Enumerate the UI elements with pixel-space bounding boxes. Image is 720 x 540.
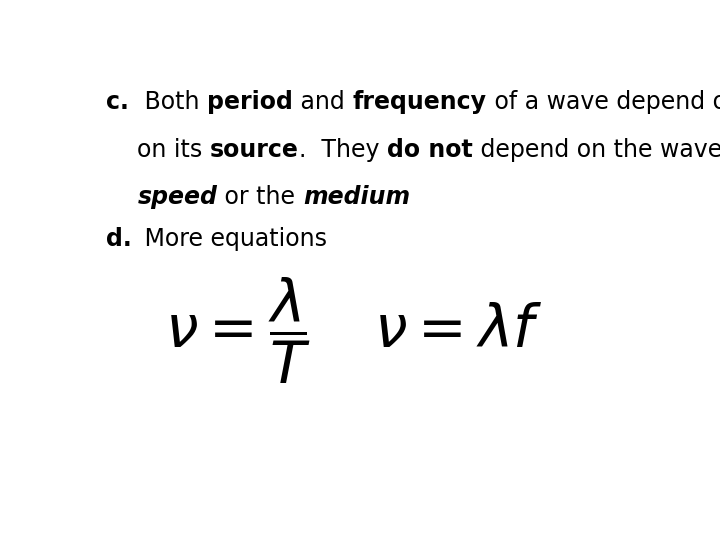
Text: Both: Both — [138, 90, 207, 114]
Text: on its: on its — [138, 138, 210, 161]
Text: frequency: frequency — [353, 90, 487, 114]
Text: and: and — [293, 90, 353, 114]
Text: $\nu = \lambda f$: $\nu = \lambda f$ — [374, 302, 543, 360]
Text: d.: d. — [106, 227, 131, 251]
Text: or the: or the — [217, 185, 303, 210]
Text: depend on the waves: depend on the waves — [473, 138, 720, 161]
Text: period: period — [207, 90, 293, 114]
Text: medium: medium — [303, 185, 410, 210]
Text: speed: speed — [138, 185, 217, 210]
Text: source: source — [210, 138, 299, 161]
Text: of a wave depend only: of a wave depend only — [487, 90, 720, 114]
Text: More equations: More equations — [138, 227, 328, 251]
Text: c.: c. — [106, 90, 128, 114]
Text: do not: do not — [387, 138, 473, 161]
Text: $\nu = \dfrac{\lambda}{T}$: $\nu = \dfrac{\lambda}{T}$ — [165, 276, 311, 386]
Text: .  They: . They — [299, 138, 387, 161]
